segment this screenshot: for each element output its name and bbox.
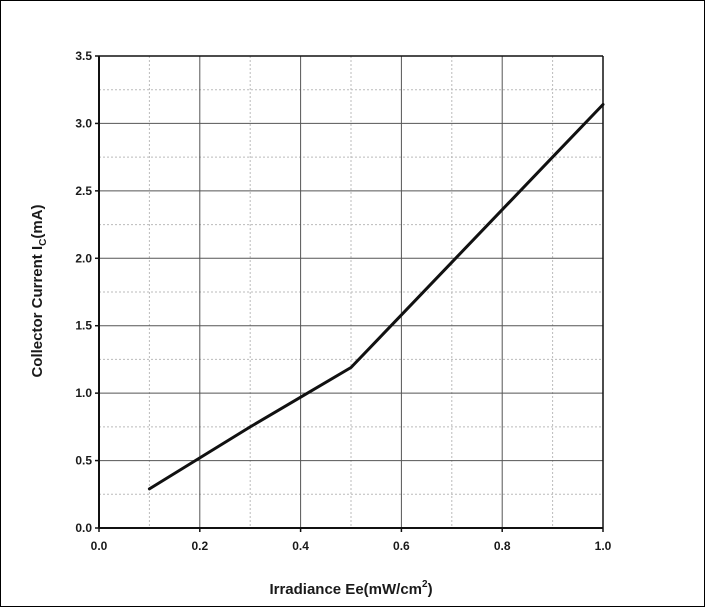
plot-border (95, 55, 604, 532)
y-axis-title-text: Collector Current I (29, 246, 46, 378)
x-tick-label: 0.6 (393, 539, 410, 553)
x-tick-label: 0.8 (494, 539, 511, 553)
x-tick-label: 0.0 (91, 539, 108, 553)
x-axis-title-text: Irradiance Ee(mW/cm (269, 581, 422, 598)
y-tick-label: 1.0 (75, 386, 92, 400)
x-tick-label: 1.0 (595, 539, 612, 553)
y-tick-label: 1.5 (75, 319, 92, 333)
y-tick-label: 0.5 (75, 454, 92, 468)
y-tick-label: 3.5 (75, 49, 92, 63)
x-tick-label: 0.2 (191, 539, 208, 553)
series-line-0 (147, 103, 605, 491)
y-tick-label: 2.0 (75, 251, 92, 265)
y-tick-label: 3.0 (75, 116, 92, 130)
minor-grid (99, 56, 603, 528)
y-axis-title-suffix: (mA) (29, 204, 46, 238)
x-tick-labels: 0.0 0.2 0.4 0.6 0.8 1.0 (91, 539, 612, 553)
x-axis-title-suffix: ) (428, 581, 433, 598)
x-axis-title-superscript: 2 (422, 579, 428, 590)
series-layer (147, 103, 605, 491)
y-axis-title: Collector Current IC(mA) (29, 204, 49, 377)
y-tick-label: 0.0 (75, 521, 92, 535)
x-tick-label: 0.4 (292, 539, 309, 553)
y-axis-title-subscript: C (38, 239, 49, 246)
y-tick-labels: 0.0 0.5 1.0 1.5 2.0 2.5 3.0 3.5 (75, 49, 92, 535)
y-tick-label: 2.5 (75, 184, 92, 198)
x-axis-title: Irradiance Ee(mW/cm2) (269, 579, 432, 598)
